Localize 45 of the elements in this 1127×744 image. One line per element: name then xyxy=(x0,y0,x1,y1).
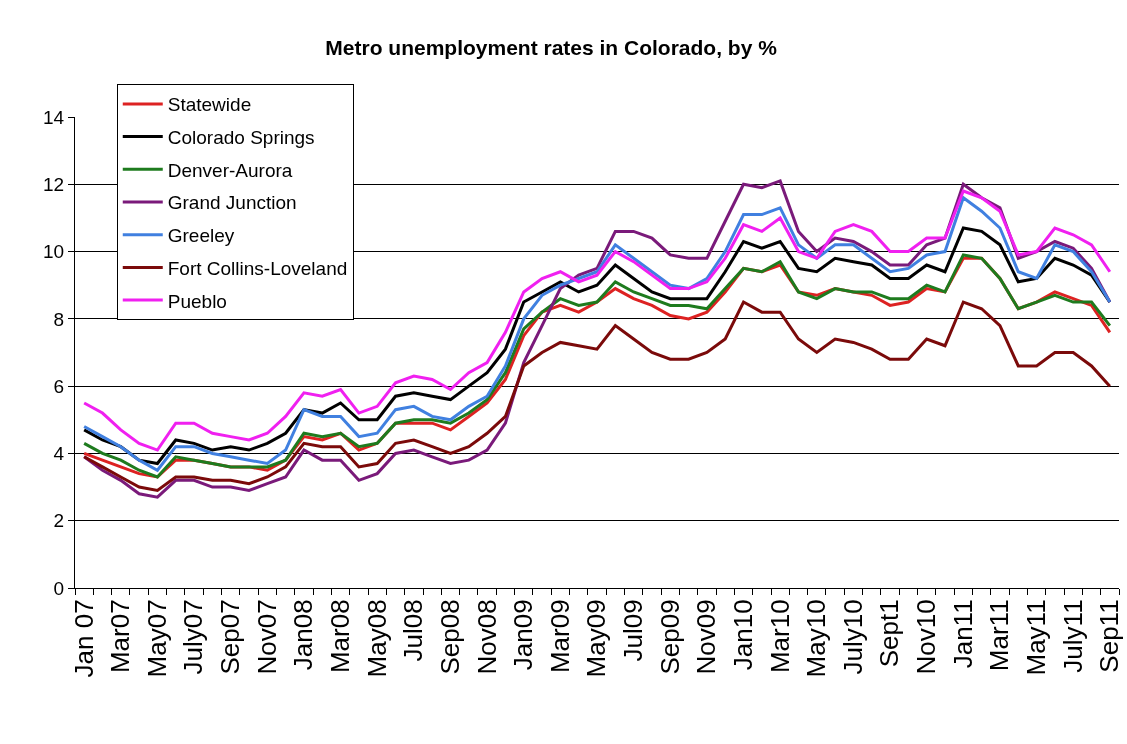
y-tick-label: 6 xyxy=(53,375,65,397)
x-tick-label: Sep11 xyxy=(1094,599,1125,673)
chart-title: Metro unemployment rates in Colorado, by % xyxy=(325,36,778,60)
x-tick-label: Nov10 xyxy=(911,599,942,675)
x-tick-label: May09 xyxy=(581,599,612,678)
x-tick-label: Jan10 xyxy=(727,599,758,671)
y-tick-label: 8 xyxy=(53,308,65,330)
y-tick-label: 12 xyxy=(43,173,65,195)
x-tick-label: Sep07 xyxy=(215,599,246,675)
y-tick-label: 0 xyxy=(53,577,65,599)
y-tick-label: 10 xyxy=(43,241,65,263)
x-tick-label: Mar09 xyxy=(544,599,575,674)
x-tick-label: July10 xyxy=(837,599,868,675)
x-tick-label: Sep09 xyxy=(654,599,685,675)
x-tick-label: Mar11 xyxy=(984,599,1015,672)
x-tick-label: Jan08 xyxy=(288,599,319,671)
x-tick-label: July07 xyxy=(178,599,209,675)
x-tick-label: Jul08 xyxy=(398,599,429,662)
x-tick-label: Nov07 xyxy=(251,599,282,675)
x-tick-label: Jul09 xyxy=(618,599,649,662)
x-tick-label: Mar08 xyxy=(325,599,356,674)
x-tick-label: July11 xyxy=(1057,599,1088,673)
y-tick-label: 14 xyxy=(43,106,65,128)
legend-label: Denver-Aurora xyxy=(167,159,293,181)
x-tick-label: Nov08 xyxy=(471,599,502,675)
x-tick-label: Sep08 xyxy=(434,599,465,675)
x-tick-label: Jan11 xyxy=(947,599,978,669)
y-tick-label: 2 xyxy=(53,510,65,532)
x-tick-label: Nov09 xyxy=(691,599,722,675)
legend-label: Pueblo xyxy=(167,290,227,312)
x-tick-label: Mar07 xyxy=(105,599,136,674)
legend-label: Fort Collins-Loveland xyxy=(167,257,348,279)
legend-label: Colorado Springs xyxy=(167,126,315,148)
legend-label: Greeley xyxy=(167,225,235,247)
legend-label: Grand Junction xyxy=(167,192,297,214)
x-tick-label: Mar10 xyxy=(764,599,795,674)
x-tick-label: Jan 07 xyxy=(68,599,99,678)
legend-label: Statewide xyxy=(167,94,252,116)
x-tick-label: May11 xyxy=(1021,599,1052,676)
x-tick-label: May08 xyxy=(361,599,392,678)
x-tick-label: Sept1 xyxy=(874,599,905,668)
x-tick-label: May10 xyxy=(801,599,832,678)
y-tick-label: 4 xyxy=(53,443,65,465)
x-tick-label: May07 xyxy=(141,599,172,678)
x-tick-label: Jan09 xyxy=(508,599,539,671)
